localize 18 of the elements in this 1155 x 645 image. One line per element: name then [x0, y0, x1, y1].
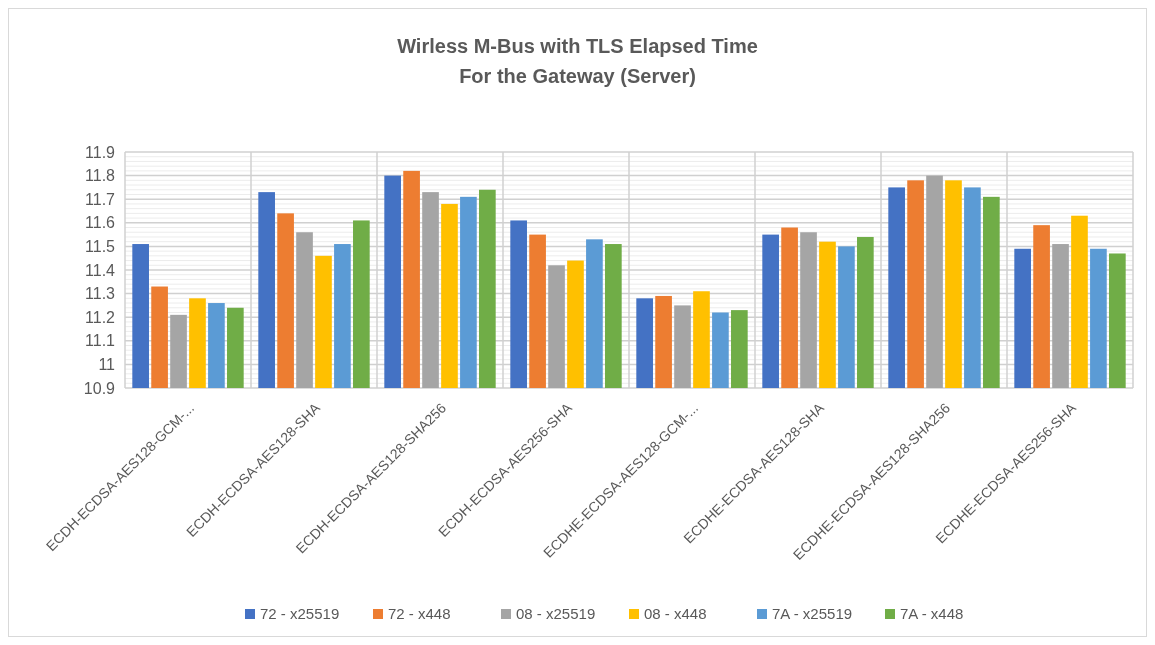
y-tick-label: 11.9	[85, 143, 116, 161]
y-tick-label: 10.9	[83, 379, 116, 397]
legend-label: 08 - x448	[644, 605, 707, 623]
legend-label: 08 - x25519	[516, 605, 596, 623]
y-tick-label: 11.4	[85, 261, 116, 279]
y-tick-label: 11.1	[85, 332, 116, 350]
y-tick-label: 11	[98, 356, 116, 373]
legend-label: 72 - x448	[388, 605, 451, 623]
y-tick-label: 11.7	[85, 190, 116, 208]
y-tick-label: 11.5	[85, 238, 116, 255]
y-tick-label: 11.3	[85, 285, 116, 303]
chart-title: Wirless M-Bus with TLS Elapsed Time For the Gateway (Server)	[397, 35, 758, 87]
legend-label: 7A - x25519	[772, 605, 853, 623]
y-tick-label: 11.6	[85, 214, 116, 232]
legend-label: 72 - x25519	[260, 605, 340, 623]
y-tick-label: 11.2	[85, 308, 116, 326]
legend-label: 7A - x448	[900, 605, 964, 623]
y-tick-label: 11.8	[85, 167, 116, 185]
